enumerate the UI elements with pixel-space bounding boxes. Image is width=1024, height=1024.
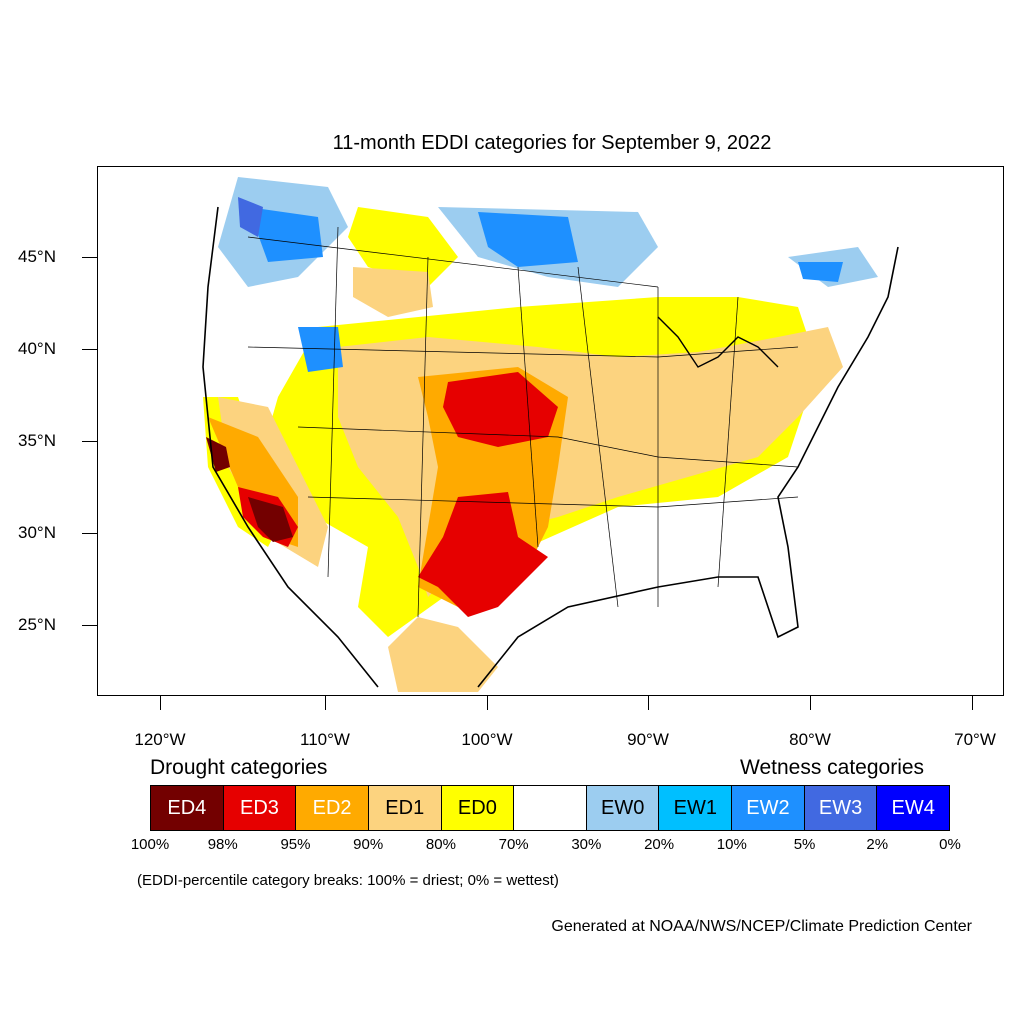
- percentile-break-label: 20%: [644, 836, 675, 853]
- lon-tick: [972, 696, 973, 710]
- percentile-break-label: 0%: [939, 836, 961, 853]
- legend-swatch-ew0: EW0: [586, 786, 660, 830]
- credit-line: Generated at NOAA/NWS/NCEP/Climate Predi…: [551, 918, 972, 935]
- lat-label: 25°N: [18, 615, 56, 634]
- lon-label: 80°W: [789, 730, 831, 749]
- lat-label: 30°N: [18, 523, 56, 542]
- ed4-region-ca: [206, 437, 230, 472]
- percentile-break-label: 5%: [793, 836, 816, 853]
- lat-tick: [82, 257, 97, 258]
- ed3-region-texas: [418, 492, 548, 617]
- percentile-break-label: 2%: [866, 836, 889, 853]
- lon-label: 100°W: [461, 730, 513, 749]
- drought-categories-heading: Drought categories: [150, 756, 328, 779]
- lon-label: 120°W: [134, 730, 186, 749]
- great-lakes: [657, 316, 779, 368]
- lon-label: 110°W: [300, 730, 350, 749]
- lat-label: 35°N: [18, 431, 56, 450]
- percentile-break-label: 70%: [498, 836, 529, 853]
- wetness-categories-heading: Wetness categories: [740, 756, 925, 779]
- lon-tick: [487, 696, 488, 710]
- ed0-region-north: [348, 207, 458, 287]
- legend-swatch-ed4: ED4: [151, 786, 224, 830]
- legend-swatch-ew3: EW3: [804, 786, 878, 830]
- percentile-break-label: 90%: [353, 836, 384, 853]
- ew2-region-idaho: [298, 327, 343, 372]
- percentile-break-label: 30%: [571, 836, 602, 853]
- percentile-break-label: 100%: [130, 836, 170, 853]
- lon-tick: [648, 696, 649, 710]
- legend-swatch-ew2: EW2: [732, 786, 805, 830]
- lat-tick: [82, 349, 97, 350]
- ew3-region-nw: [238, 197, 263, 237]
- ew2-region-north: [478, 212, 578, 267]
- legend-swatch-ed2: ED2: [296, 786, 369, 830]
- legend-swatch-ew1: EW1: [659, 786, 733, 830]
- category-note: (EDDI-percentile category breaks: 100% =…: [137, 872, 559, 889]
- legend-swatch-ew4: EW4: [877, 786, 950, 830]
- legend-swatch-ed3: ED3: [223, 786, 297, 830]
- ed1-region-south: [388, 617, 498, 692]
- percentile-break-label: 98%: [207, 836, 238, 853]
- ed1-region-nw: [353, 267, 433, 317]
- lon-label: 70°W: [954, 730, 996, 749]
- eddi-map: [97, 166, 1004, 696]
- percentile-break-label: 10%: [716, 836, 747, 853]
- lon-tick: [810, 696, 811, 710]
- lat-tick: [82, 533, 97, 534]
- lat-tick: [82, 625, 97, 626]
- percentile-break-label: 95%: [280, 836, 311, 853]
- lat-label: 45°N: [18, 247, 56, 266]
- lat-tick: [82, 441, 97, 442]
- ed4-region-sw: [248, 497, 293, 542]
- lon-tick: [325, 696, 326, 710]
- legend-swatch-ed0: ED0: [441, 786, 515, 830]
- percentile-break-label: 80%: [425, 836, 456, 853]
- legend-swatch-ed1: ED1: [368, 786, 442, 830]
- coastline: [202, 206, 899, 688]
- lon-label: 90°W: [627, 730, 669, 749]
- ew2-region-nw: [248, 207, 323, 262]
- ew2-region-northeast: [798, 262, 843, 282]
- category-legend: ED4 ED3 ED2 ED1 ED0 EW0 EW1 EW2 EW3 EW4: [150, 785, 950, 831]
- lon-tick: [160, 696, 161, 710]
- legend-swatch-normal: [514, 786, 587, 830]
- state-boundaries: [247, 226, 799, 618]
- map-title: 11-month EDDI categories for September 9…: [332, 132, 772, 154]
- lat-label: 40°N: [18, 339, 56, 358]
- map-canvas: [202, 177, 899, 692]
